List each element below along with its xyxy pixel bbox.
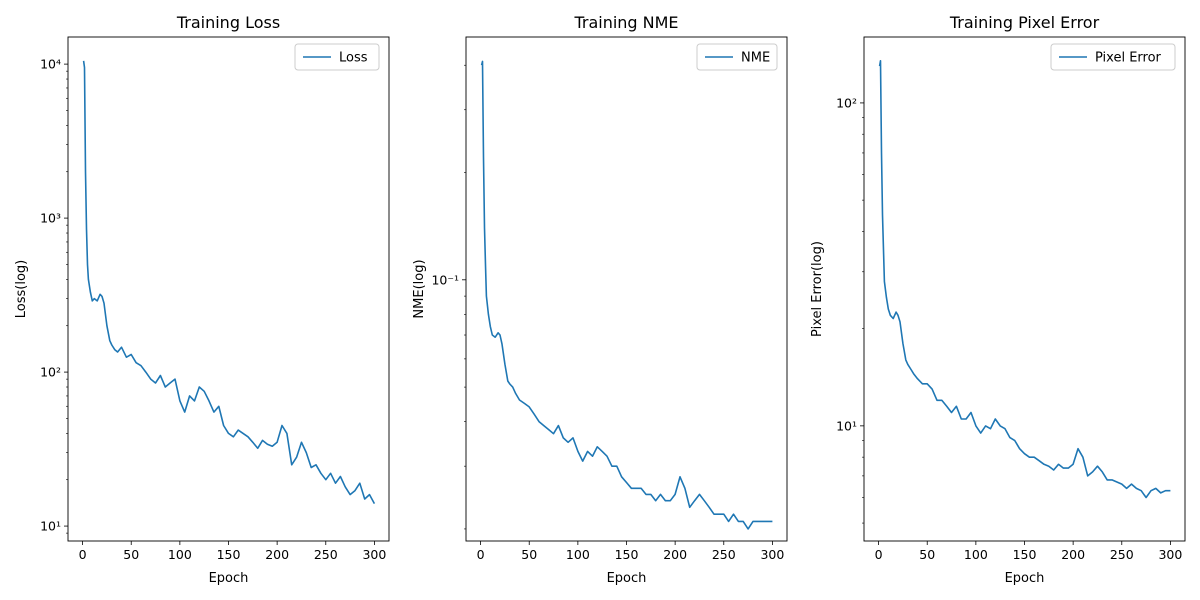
x-tick-label: 100 [566,547,590,562]
x-tick-label: 200 [663,547,687,562]
y-tick-label: 10¹ [836,418,857,433]
y-tick-label: 10³ [40,211,61,226]
y-tick-label: 10⁴ [40,57,61,72]
x-tick-label: 100 [964,547,988,562]
plot-frame [863,36,1186,542]
x-tick-label: 200 [1061,547,1085,562]
legend-box [1050,43,1176,71]
series-line-1 [878,59,1171,499]
chart-title: Training NME [573,13,678,32]
legend-box [294,43,380,71]
plot-frame [67,36,390,542]
x-tick-label: 100 [168,547,192,562]
series-line-1 [480,60,773,530]
legend: Loss [294,43,380,71]
y-tick-label: 10² [836,95,857,110]
series-line-1 [82,60,376,504]
plot-frame [465,36,788,542]
chart-title: Training Pixel Error [949,13,1100,32]
x-tick-label: 50 [521,547,537,562]
x-tick-label: 150 [1013,547,1037,562]
x-tick-label: 150 [615,547,639,562]
chart-panel-1: Training Loss 0 50 100 150 200 250 300 10¹ 10² 10³… [14,13,390,586]
y-tick-label: 10¹ [40,519,61,534]
x-axis-label: Epoch [209,571,249,586]
x-tick-label: 200 [265,547,289,562]
x-tick-label: 250 [314,547,338,562]
x-axis-label: Epoch [1005,571,1045,586]
y-tick-label: 10² [40,365,61,380]
y-axis-label: NME(log) [412,259,427,318]
x-axis-label: Epoch [607,571,647,586]
legend: Pixel Error [1050,43,1176,71]
x-tick-label: 0 [477,547,485,562]
x-tick-label: 300 [1158,547,1182,562]
x-tick-label: 50 [123,547,139,562]
x-tick-label: 300 [760,547,784,562]
y-axis-label: Loss(log) [14,260,29,318]
chart-title: Training Loss [176,13,280,32]
chart-panel-3: Training Pixel Error 0 50 100 150 200 250 300 10… [810,13,1186,586]
x-tick-label: 250 [712,547,736,562]
x-tick-label: 0 [875,547,883,562]
x-tick-label: 250 [1110,547,1134,562]
y-axis-label: Pixel Error(log) [810,241,825,337]
x-tick-label: 50 [919,547,935,562]
x-tick-label: 0 [79,547,87,562]
legend-label: Pixel Error [1095,51,1162,66]
chart-panel-2: Training NME 0 50 100 150 200 250 300 10⁻¹ Epoch N… [412,13,788,586]
y-tick-label: 10⁻¹ [431,272,459,287]
legend-label: NME [741,51,770,66]
x-tick-label: 300 [362,547,386,562]
x-tick-label: 150 [217,547,241,562]
legend-box [696,43,778,71]
legend-label: Loss [339,51,368,66]
legend: NME [696,43,778,71]
